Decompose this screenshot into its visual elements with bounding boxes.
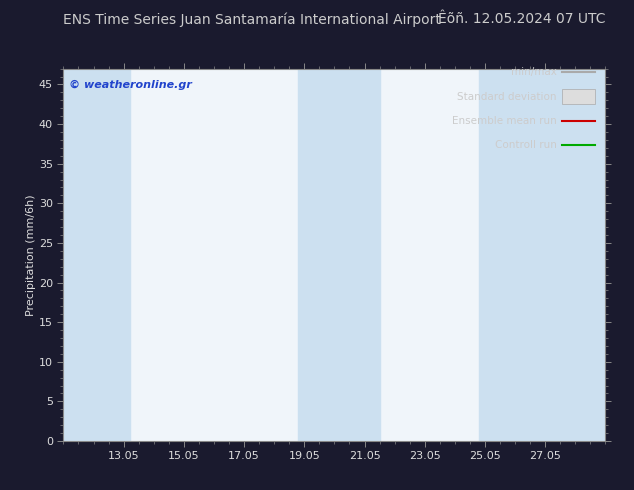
Bar (479, 69, 605, 441)
Text: © weatheronline.gr: © weatheronline.gr (69, 80, 191, 90)
Text: Controll run: Controll run (495, 140, 557, 150)
Bar (63, 69, 130, 441)
Text: min/max: min/max (511, 67, 557, 77)
Y-axis label: Precipitation (mm/6h): Precipitation (mm/6h) (26, 194, 36, 316)
Text: Êõñ. 12.05.2024 07 UTC: Êõñ. 12.05.2024 07 UTC (438, 12, 605, 26)
Text: Standard deviation: Standard deviation (457, 92, 557, 101)
Text: ENS Time Series Juan Santamaría International Airport: ENS Time Series Juan Santamaría Internat… (63, 12, 441, 27)
Text: Ensemble mean run: Ensemble mean run (452, 116, 557, 126)
FancyBboxPatch shape (562, 89, 595, 104)
Bar (299, 69, 380, 441)
